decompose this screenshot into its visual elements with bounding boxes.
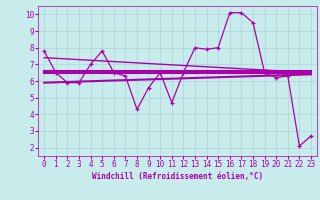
X-axis label: Windchill (Refroidissement éolien,°C): Windchill (Refroidissement éolien,°C) xyxy=(92,172,263,181)
